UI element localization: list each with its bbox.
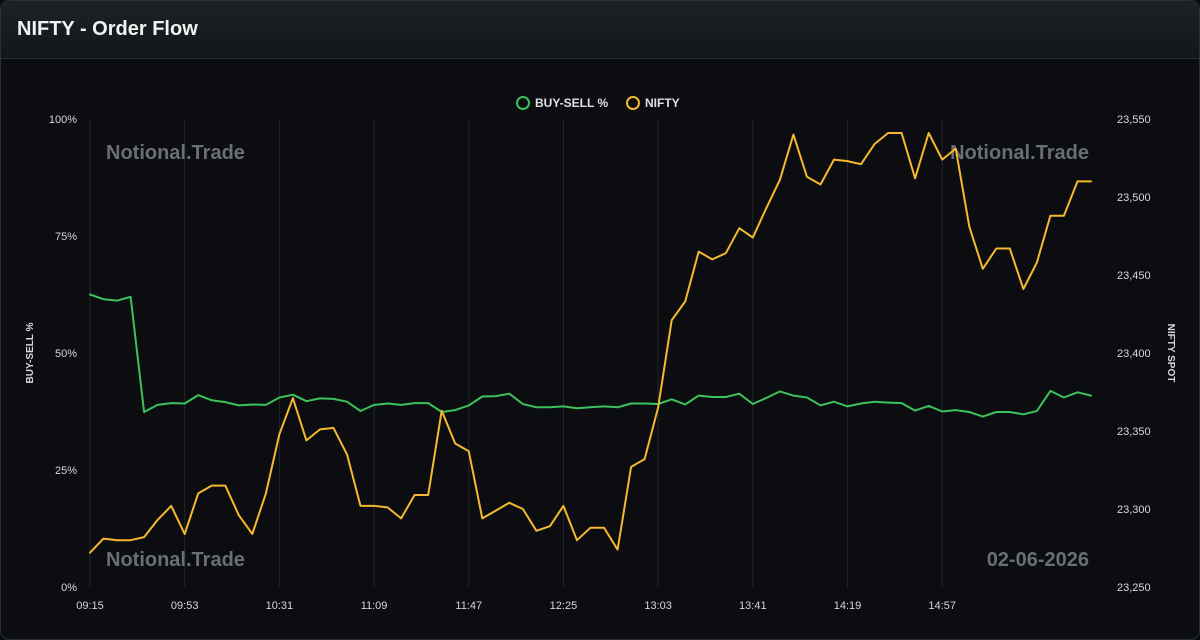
y-left-tick-label: 0% [61,582,77,594]
x-tick-label: 11:09 [361,600,388,612]
x-tick-label: 13:03 [644,600,672,612]
x-tick-label: 09:53 [171,600,199,612]
y-right-tick-label: 23,450 [1117,270,1151,282]
y-left-tick-label: 75% [55,231,77,243]
x-tick-label: 12:25 [550,600,578,612]
page-title: NIFTY - Order Flow [17,18,198,40]
x-tick-label: 13:41 [739,600,767,612]
y-right-tick-label: 23,550 [1117,114,1151,126]
y-left-axis-title: BUY-SELL % [25,322,36,383]
legend-label-nifty: NIFTY [645,96,680,110]
grid-lines [89,119,943,587]
nifty-line [89,132,1092,554]
x-tick-label: 11:47 [455,600,482,612]
watermark-date: 02-06-2026 [987,549,1089,571]
legend: BUY-SELL % NIFTY [516,96,680,110]
nifty-legend-marker [626,96,640,110]
legend-item-nifty[interactable]: NIFTY [626,96,680,110]
y-right-tick-label: 23,400 [1117,348,1151,360]
y-right-tick-label: 23,250 [1117,582,1151,594]
panel-header: NIFTY - Order Flow [1,1,1199,59]
x-tick-label: 09:15 [76,600,104,612]
y-left-tick-label: 25% [55,465,77,477]
x-tick-label: 14:19 [834,600,862,612]
watermark-top-right: Notional.Trade [950,142,1089,164]
legend-label-buy-sell: BUY-SELL % [535,96,608,110]
y-right-tick-label: 23,300 [1117,504,1151,516]
legend-item-buy-sell[interactable]: BUY-SELL % [516,96,608,110]
x-tick-label: 14:57 [928,600,956,612]
series-lines [89,132,1092,554]
y-left-tick-label: 50% [55,348,77,360]
y-right-tick-label: 23,350 [1117,426,1151,438]
y-left-tick-label: 100% [49,114,77,126]
x-tick-label: 10:31 [266,600,294,612]
buy-sell-legend-marker [516,96,530,110]
watermark-top-left: Notional.Trade [106,142,245,164]
watermark-bottom-left: Notional.Trade [106,549,245,571]
y-right-axis-title: NIFTY SPOT [1165,324,1176,383]
buy-sell-line [89,293,1092,418]
y-right-tick-label: 23,500 [1117,192,1151,204]
axis-ticks: 09:15 09:53 10:31 11:09 11:47 12:25 13:03 13:41… [49,114,1151,612]
